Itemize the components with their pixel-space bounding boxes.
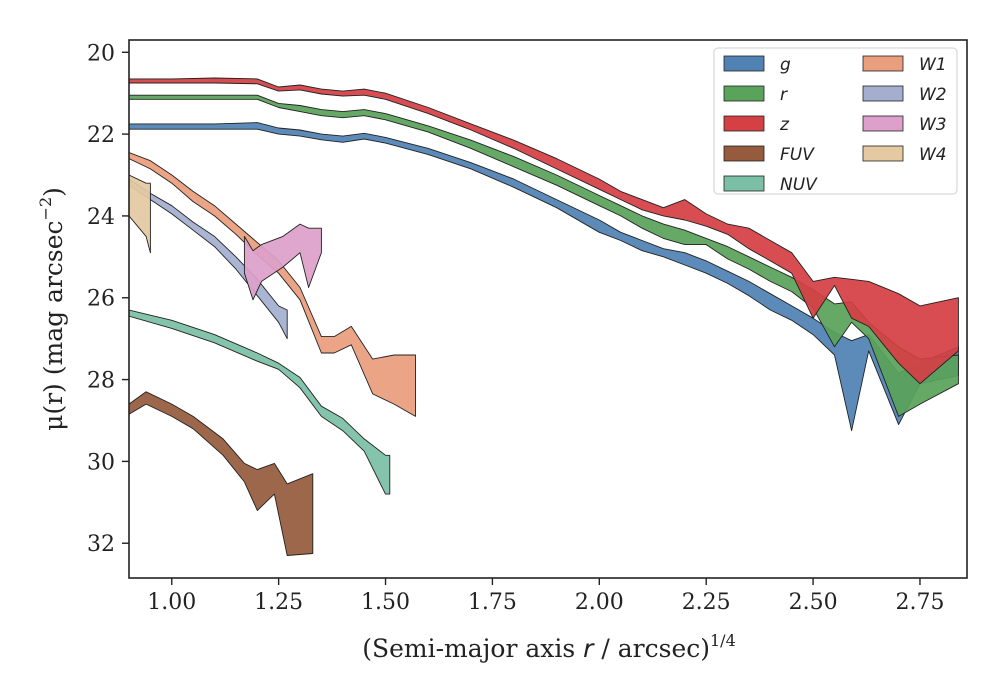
x-tick-label: 2.00 — [575, 590, 624, 615]
legend-swatch-w3 — [862, 115, 904, 132]
legend-swatch-nuv — [723, 175, 765, 192]
x-tick-label: 2.75 — [895, 590, 944, 615]
series-band-w4 — [129, 174, 151, 254]
legend-swatch-w1 — [862, 55, 904, 72]
x-tick-label: 2.50 — [789, 590, 838, 615]
legend: grz FUV NUV W1 W2 W3 W4 — [713, 47, 958, 195]
x-axis: 1.00 1.25 1.50 1.75 2.00 2.25 2.50 2.75 — [147, 578, 944, 615]
legend-label-w4: W4 — [919, 145, 947, 165]
x-tick-label: 1.50 — [361, 590, 410, 615]
x-tick-label: 2.25 — [682, 590, 731, 615]
legend-swatch-g — [723, 55, 765, 72]
legend-swatch-w4 — [862, 145, 904, 162]
series-band-fuv — [129, 391, 314, 556]
series-bands — [129, 77, 959, 556]
legend-label-nuv: NUV — [780, 175, 818, 195]
y-tick-label: 26 — [87, 287, 115, 312]
series-band-w3 — [243, 223, 322, 301]
y-tick-label: 20 — [87, 41, 115, 66]
x-axis-title: (Semi-major axis r / arcsec)1/4 — [362, 631, 736, 663]
y-tick-label: 24 — [87, 205, 115, 230]
y-tick-label: 30 — [87, 450, 115, 475]
legend-swatch-z — [723, 115, 765, 132]
y-tick-label: 28 — [87, 369, 115, 394]
x-tick-label: 1.75 — [468, 590, 517, 615]
x-tick-label: 1.00 — [147, 590, 196, 615]
series-band-r — [129, 94, 959, 417]
series-band-z — [129, 77, 959, 385]
legend-swatch-w2 — [862, 85, 904, 102]
x-tick-label: 1.25 — [254, 590, 303, 615]
y-tick-label: 22 — [87, 123, 115, 148]
legend-label-fuv: FUV — [780, 145, 815, 165]
series-band-w1 — [129, 152, 416, 417]
legend-swatch-fuv — [723, 145, 765, 162]
legend-label-r: r — [780, 85, 788, 105]
y-tick-label: 32 — [87, 532, 115, 557]
legend-label-w3: W3 — [919, 115, 947, 135]
y-axis-title: μ(r) (mag arcsec−2) — [36, 187, 68, 431]
legend-label-w2: W2 — [919, 85, 947, 105]
legend-label-g: g — [780, 55, 791, 75]
y-axis: 20 22 24 26 28 30 32 — [87, 41, 129, 557]
legend-label-z: z — [779, 115, 790, 135]
plot-frame — [128, 39, 968, 579]
series-band-nuv — [129, 309, 391, 495]
legend-swatch-r — [723, 85, 765, 102]
legend-label-w1: W1 — [919, 55, 947, 75]
